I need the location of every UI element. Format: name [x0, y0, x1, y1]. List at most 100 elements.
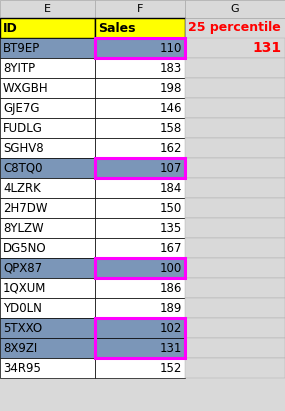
Bar: [95, 318, 185, 358]
Bar: [0, 138, 95, 158]
Text: 162: 162: [160, 141, 182, 155]
Text: 146: 146: [160, 102, 182, 115]
Text: 4LZRK: 4LZRK: [3, 182, 41, 194]
Bar: [95, 318, 185, 338]
Text: DG5NO: DG5NO: [3, 242, 47, 254]
Text: 110: 110: [160, 42, 182, 55]
Text: 183: 183: [160, 62, 182, 74]
Bar: [185, 338, 285, 358]
Text: E: E: [44, 4, 51, 14]
Text: 198: 198: [160, 81, 182, 95]
Bar: [95, 358, 185, 378]
Text: 25 percentile: 25 percentile: [188, 21, 281, 35]
Text: 34R95: 34R95: [3, 362, 41, 374]
Text: C8TQ0: C8TQ0: [3, 162, 42, 175]
Bar: [185, 278, 285, 298]
Bar: [0, 0, 95, 18]
Text: 131: 131: [253, 41, 282, 55]
Bar: [185, 138, 285, 158]
Bar: [95, 198, 185, 218]
Bar: [0, 278, 95, 298]
Text: 131: 131: [160, 342, 182, 355]
Bar: [95, 118, 185, 138]
Bar: [185, 318, 285, 338]
Text: 184: 184: [160, 182, 182, 194]
Text: GJE7G: GJE7G: [3, 102, 40, 115]
Bar: [95, 178, 185, 198]
Bar: [185, 38, 285, 58]
Bar: [0, 38, 95, 58]
Bar: [185, 118, 285, 138]
Text: G: G: [231, 4, 239, 14]
Text: F: F: [137, 4, 143, 14]
Bar: [185, 298, 285, 318]
Text: 100: 100: [160, 261, 182, 275]
Bar: [0, 18, 95, 38]
Text: SGHV8: SGHV8: [3, 141, 44, 155]
Bar: [95, 98, 185, 118]
Bar: [185, 78, 285, 98]
Text: 1QXUM: 1QXUM: [3, 282, 46, 295]
Bar: [0, 198, 95, 218]
Text: 107: 107: [160, 162, 182, 175]
Bar: [0, 158, 95, 178]
Text: 158: 158: [160, 122, 182, 134]
Bar: [185, 58, 285, 78]
Bar: [185, 0, 285, 18]
Bar: [0, 318, 95, 338]
Bar: [95, 238, 185, 258]
Text: 2H7DW: 2H7DW: [3, 201, 48, 215]
Bar: [95, 138, 185, 158]
Bar: [95, 218, 185, 238]
Text: FUDLG: FUDLG: [3, 122, 43, 134]
Bar: [0, 298, 95, 318]
Text: QPX87: QPX87: [3, 261, 42, 275]
Text: 152: 152: [160, 362, 182, 374]
Bar: [95, 158, 185, 178]
Text: 150: 150: [160, 201, 182, 215]
Text: 102: 102: [160, 321, 182, 335]
Bar: [185, 238, 285, 258]
Text: 8YITP: 8YITP: [3, 62, 35, 74]
Text: YD0LN: YD0LN: [3, 302, 42, 314]
Text: 8X9ZI: 8X9ZI: [3, 342, 37, 355]
Bar: [95, 278, 185, 298]
Bar: [0, 258, 95, 278]
Bar: [0, 178, 95, 198]
Bar: [95, 338, 185, 358]
Bar: [95, 258, 185, 278]
Bar: [185, 218, 285, 238]
Bar: [185, 258, 285, 278]
Text: 5TXXO: 5TXXO: [3, 321, 42, 335]
Text: 167: 167: [160, 242, 182, 254]
Text: Sales: Sales: [98, 21, 135, 35]
Bar: [95, 58, 185, 78]
Bar: [0, 58, 95, 78]
Bar: [95, 38, 185, 58]
Bar: [0, 78, 95, 98]
Bar: [0, 118, 95, 138]
Bar: [185, 18, 285, 38]
Bar: [95, 38, 185, 58]
Bar: [95, 0, 185, 18]
Text: 8YLZW: 8YLZW: [3, 222, 44, 235]
Text: 135: 135: [160, 222, 182, 235]
Bar: [0, 98, 95, 118]
Bar: [185, 178, 285, 198]
Bar: [0, 218, 95, 238]
Bar: [95, 298, 185, 318]
Text: 186: 186: [160, 282, 182, 295]
Bar: [185, 358, 285, 378]
Bar: [95, 18, 185, 38]
Bar: [0, 238, 95, 258]
Text: 189: 189: [160, 302, 182, 314]
Bar: [185, 98, 285, 118]
Text: BT9EP: BT9EP: [3, 42, 40, 55]
Bar: [185, 198, 285, 218]
Bar: [0, 338, 95, 358]
Text: WXGBH: WXGBH: [3, 81, 49, 95]
Text: ID: ID: [3, 21, 18, 35]
Bar: [0, 358, 95, 378]
Bar: [95, 78, 185, 98]
Bar: [95, 258, 185, 278]
